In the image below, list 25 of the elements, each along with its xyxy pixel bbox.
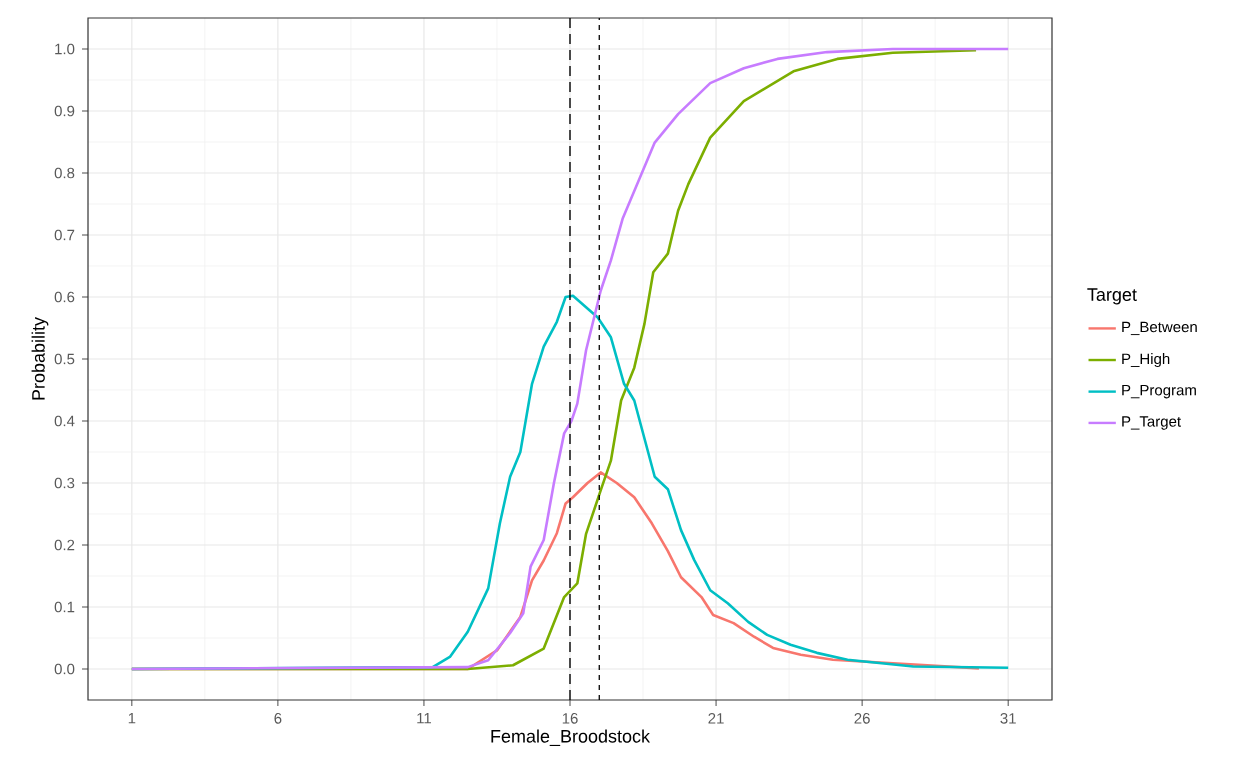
legend-label: P_Program [1122,384,1196,399]
y-tick-label: 0.0 [54,663,75,675]
y-tick-label: 0.7 [54,229,75,241]
x-tick-label: 31 [1000,713,1016,724]
x-tick-label: 26 [854,713,870,724]
y-tick-label: 1.0 [55,43,75,55]
y-tick-label: 0.9 [54,105,75,117]
y-tick-label: 0.2 [54,539,75,551]
x-axis-title: Female_Broodstock [491,729,651,747]
x-tick-label: 6 [274,713,282,724]
y-axis-title: Probability [31,317,49,400]
legend-title: Target [1087,288,1137,305]
legend-label: P_High [1122,353,1170,368]
y-tick-label: 0.4 [54,415,75,427]
y-tick-label: 0.8 [54,167,75,179]
legend-label: P_Target [1122,416,1181,430]
legend-label: P_Between [1122,321,1197,336]
y-tick-label: 0.6 [54,291,75,303]
x-tick-label: 21 [708,713,724,724]
x-tick-label: 1 [128,713,136,724]
x-tick-label: 11 [417,713,432,724]
y-tick-label: 0.1 [54,601,75,613]
y-tick-label: 0.3 [54,477,75,489]
y-tick-label: 0.5 [54,353,75,365]
x-tick-label: 16 [562,713,578,724]
